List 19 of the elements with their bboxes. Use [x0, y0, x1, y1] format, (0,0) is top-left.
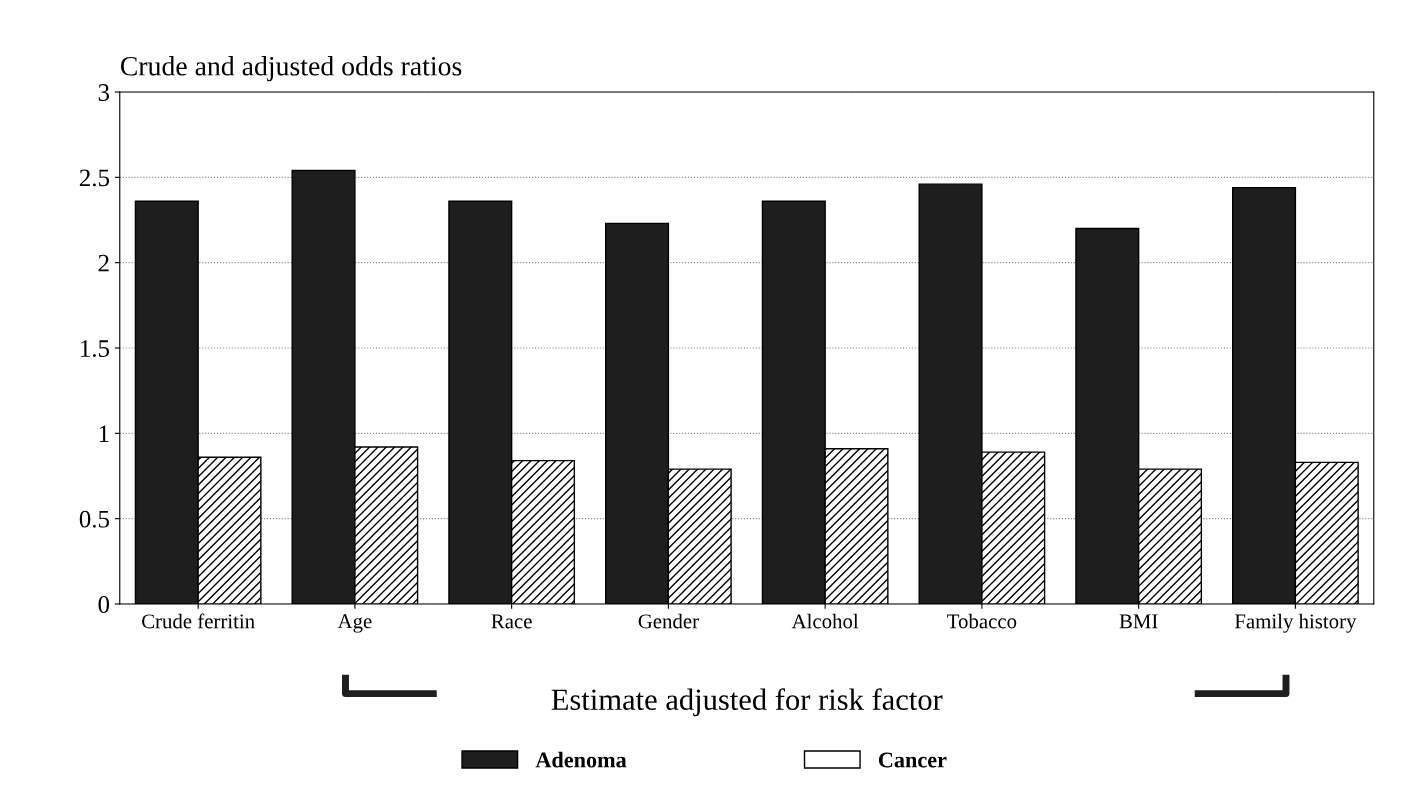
- y-tick-label: 1.5: [80, 340, 110, 358]
- y-tick-label: 2.5: [79, 169, 110, 187]
- y-tick-label: 3: [98, 84, 110, 101]
- y-tick-label: 0.5: [79, 510, 110, 528]
- x-axis-title: Estimate adjusted for risk factor: [551, 688, 943, 717]
- x-tick-label: BMI: [1119, 614, 1158, 629]
- chart-title: Crude and adjusted odds ratios: [120, 56, 462, 82]
- x-tick-label: Gender: [638, 613, 699, 629]
- y-tick-label: 1: [99, 425, 109, 443]
- legend-label: Cancer: [878, 752, 947, 768]
- x-tick-label: Race: [491, 614, 532, 629]
- x-tick-label: Tobacco: [947, 613, 1017, 629]
- legend-label: Adenoma: [535, 751, 627, 768]
- x-tick-label: Crude ferritin: [142, 613, 255, 629]
- x-tick-label: Alcohol: [791, 613, 859, 629]
- y-tick-label: 2: [98, 254, 109, 272]
- x-tick-label: Age: [337, 614, 372, 633]
- y-tick-label: 0: [98, 596, 110, 613]
- x-tick-label: Family history: [1234, 613, 1357, 633]
